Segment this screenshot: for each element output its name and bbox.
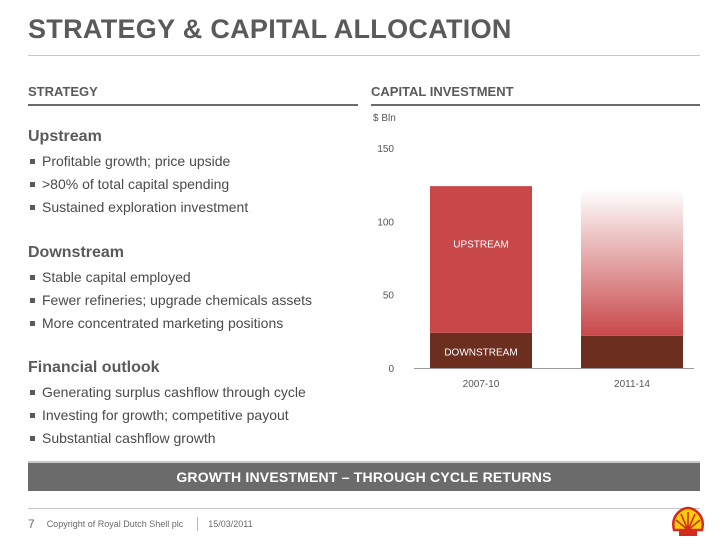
series-label-upstream: UPSTREAM [453, 240, 509, 251]
y-tick-label: 100 [377, 217, 394, 228]
bar-downstream [430, 332, 532, 368]
shell-logo-icon [672, 506, 704, 536]
y-tick-label: 50 [383, 291, 395, 302]
capital-investment-chart: $ Bln 0 50 100 150 DOWNSTREAM UPSTREAM 2007-10 2… [373, 113, 694, 390]
strategy-header: STRATEGY [28, 84, 98, 99]
bullet-item: Sustained exploration investment [28, 196, 358, 219]
downstream-group: Downstream Stable capital employed Fewer… [28, 244, 358, 335]
growth-investment-banner: GROWTH INVESTMENT – THROUGH CYCLE RETURN… [28, 461, 700, 491]
strategy-header-rule [28, 104, 358, 106]
footer-date: 15/03/2011 [208, 519, 253, 529]
upstream-group: Upstream Profitable growth; price upside… [28, 128, 358, 219]
financial-outlook-group: Financial outlook Generating surplus cas… [28, 359, 358, 450]
group-heading: Upstream [28, 128, 102, 145]
y-tick-label: 0 [388, 364, 394, 375]
bullet-item: >80% of total capital spending [28, 173, 358, 196]
bullet-item: Profitable growth; price upside [28, 150, 358, 173]
title-divider [28, 55, 700, 56]
bullet-item: Fewer refineries; upgrade chemicals asse… [28, 289, 358, 312]
x-tick-label: 2011-14 [614, 379, 650, 390]
bar-upstream [430, 186, 532, 333]
capital-investment-header: CAPITAL INVESTMENT [371, 84, 514, 99]
capital-investment-header-rule [371, 104, 700, 106]
slide-title: STRATEGY & CAPITAL ALLOCATION [28, 14, 512, 44]
copyright-text: Copyright of Royal Dutch Shell plc [46, 519, 184, 529]
footer-divider [28, 508, 700, 509]
bullet-item: More concentrated marketing positions [28, 312, 358, 335]
group-heading: Downstream [28, 244, 125, 261]
y-tick-label: 150 [377, 144, 394, 155]
x-tick-label: 2007-10 [463, 379, 500, 390]
bullet-item: Generating surplus cashflow through cycl… [28, 381, 358, 404]
page-number: 7 [28, 517, 35, 531]
footer: 7 Copyright of Royal Dutch Shell plc 15/… [28, 517, 253, 531]
bar-downstream [581, 335, 683, 368]
series-label-downstream: DOWNSTREAM [444, 348, 517, 359]
group-heading: Financial outlook [28, 359, 160, 376]
bullet-item: Substantial cashflow growth [28, 427, 358, 450]
bullet-item: Stable capital employed [28, 266, 358, 289]
footer-separator [197, 517, 199, 531]
bullet-item: Investing for growth; competitive payout [28, 404, 358, 427]
y-unit-label: $ Bln [373, 113, 396, 124]
bar-upstream [581, 189, 683, 336]
